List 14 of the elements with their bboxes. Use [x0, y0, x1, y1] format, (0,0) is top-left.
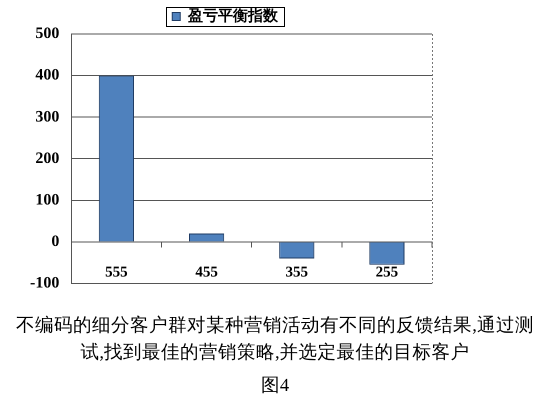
y-tick-label: 500	[35, 25, 60, 42]
y-tick-label: -100	[30, 274, 60, 292]
y-tick-label: 400	[35, 66, 60, 84]
y-tick-label: 100	[35, 191, 60, 208]
legend-label: 盈亏平衡指数	[186, 7, 279, 24]
x-tick-label: 355	[286, 264, 308, 281]
y-tick-label: 300	[35, 108, 60, 126]
caption: 图4	[260, 375, 290, 398]
text: 不编码的细分客户群对某种营销活动有不同的反馈结果,通过测试,找到最佳的营销策略,并选定最佳的目标客户	[16, 314, 534, 365]
y-tick-label: 0	[51, 232, 60, 250]
x-tick-label: 455	[195, 264, 218, 281]
x-tick-label: 255	[376, 264, 398, 281]
y-tick-label: 200	[35, 150, 60, 167]
x-tick-label: 555	[105, 264, 128, 281]
